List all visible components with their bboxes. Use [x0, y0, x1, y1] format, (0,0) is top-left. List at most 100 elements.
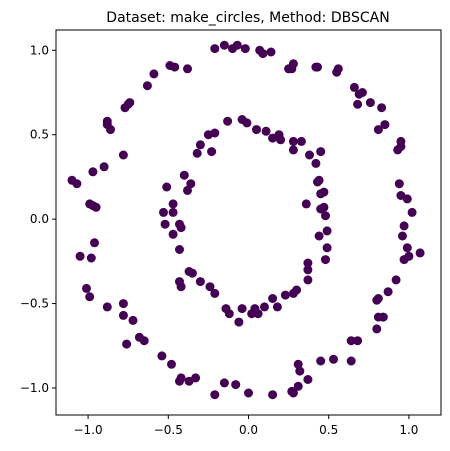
data-point: [313, 62, 322, 72]
data-point: [210, 390, 220, 400]
data-point: [160, 219, 170, 229]
data-point: [353, 99, 363, 109]
data-point: [396, 136, 406, 146]
data-point: [311, 158, 321, 168]
data-point: [346, 356, 356, 366]
data-point: [314, 231, 324, 241]
y-axis: −1.0 −0.5 0.0 0.5 1.0: [20, 43, 56, 395]
data-point: [383, 287, 393, 297]
data-point: [321, 211, 330, 221]
data-point: [207, 147, 217, 157]
data-point: [415, 248, 425, 258]
data-point: [122, 339, 132, 349]
data-point: [168, 229, 178, 239]
data-point: [353, 336, 363, 346]
data-point: [377, 103, 387, 113]
data-point: [373, 125, 383, 135]
data-point: [219, 40, 229, 50]
data-point: [168, 199, 178, 209]
data-point: [102, 302, 112, 312]
data-point: [168, 207, 178, 217]
data-point: [322, 243, 332, 253]
data-point: [288, 145, 298, 155]
x-tick-label: 0.0: [239, 423, 258, 437]
data-point: [134, 332, 144, 342]
data-point: [394, 179, 404, 189]
data-point: [293, 359, 303, 369]
data-point: [380, 120, 390, 130]
data-point: [149, 69, 159, 79]
data-point: [346, 336, 356, 346]
y-tick-label: 0.0: [30, 212, 49, 226]
data-point: [186, 179, 196, 189]
data-point: [195, 140, 205, 150]
data-point: [365, 98, 375, 108]
data-point: [72, 179, 82, 189]
data-point: [175, 245, 184, 254]
data-point: [210, 44, 220, 54]
data-point: [75, 251, 85, 261]
data-point: [321, 255, 330, 265]
data-point: [288, 136, 298, 146]
data-point: [305, 150, 314, 160]
y-tick-label: −0.5: [20, 297, 49, 311]
data-point: [159, 207, 168, 217]
data-point: [175, 376, 184, 386]
data-point: [223, 116, 233, 126]
x-tick-label: −0.5: [154, 423, 183, 437]
data-point: [276, 135, 286, 145]
data-point: [322, 226, 332, 236]
data-point: [295, 366, 305, 376]
data-point: [118, 150, 128, 160]
data-point: [399, 255, 409, 265]
data-point: [329, 354, 338, 364]
data-point: [234, 317, 244, 327]
data-point: [118, 299, 128, 309]
data-point: [349, 82, 359, 92]
data-point: [183, 64, 192, 74]
data-point: [210, 128, 220, 138]
data-point: [288, 288, 298, 298]
data-point: [357, 88, 367, 97]
data-point: [247, 309, 257, 319]
data-point: [205, 282, 215, 292]
x-tick-label: 1.0: [399, 423, 418, 437]
data-point: [179, 170, 189, 180]
data-point: [157, 351, 167, 361]
data-point: [102, 116, 112, 126]
x-tick-label: 0.5: [319, 423, 338, 437]
y-tick-label: 1.0: [30, 43, 49, 57]
data-point: [252, 125, 261, 135]
data-point: [162, 182, 172, 192]
data-point: [242, 118, 252, 128]
data-point: [176, 282, 186, 292]
data-point: [90, 238, 99, 248]
data-point: [313, 177, 322, 187]
data-point: [280, 290, 290, 300]
y-tick-label: −1.0: [20, 381, 49, 395]
data-point: [99, 162, 109, 172]
data-point: [372, 295, 382, 305]
data-point: [240, 44, 250, 54]
data-point: [268, 294, 278, 303]
data-point: [221, 304, 231, 314]
data-point: [128, 315, 138, 325]
data-point: [183, 185, 192, 195]
data-point: [319, 202, 329, 212]
data-point: [82, 283, 91, 293]
data-point: [272, 302, 282, 312]
data-point: [293, 381, 303, 391]
data-point: [303, 275, 313, 285]
data-point: [167, 359, 176, 369]
data-point: [296, 136, 306, 146]
data-point: [268, 390, 278, 400]
data-point: [85, 199, 95, 209]
data-point: [210, 288, 220, 298]
data-point: [125, 98, 135, 108]
data-point: [195, 277, 205, 287]
data-point: [391, 275, 401, 285]
data-point: [219, 378, 229, 388]
data-point: [237, 304, 247, 314]
data-point: [184, 267, 194, 276]
